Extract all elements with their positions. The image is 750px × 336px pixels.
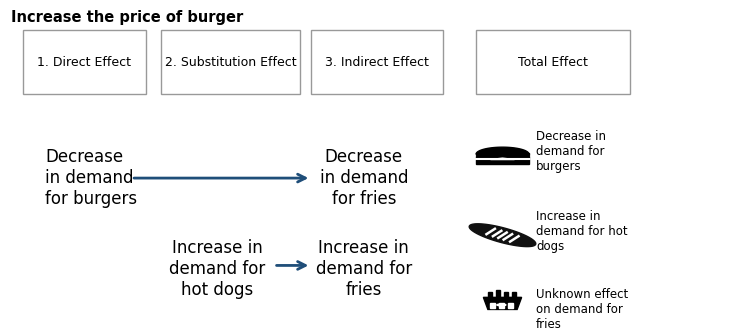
Text: Increase the price of burger: Increase the price of burger bbox=[11, 10, 244, 25]
Polygon shape bbox=[470, 224, 536, 247]
Bar bbox=[161, 30, 300, 94]
Bar bbox=[476, 153, 529, 155]
Ellipse shape bbox=[497, 304, 506, 306]
Polygon shape bbox=[478, 227, 526, 243]
Bar bbox=[476, 156, 529, 159]
Text: Increase in
demand for hot
dogs: Increase in demand for hot dogs bbox=[536, 210, 628, 253]
Polygon shape bbox=[484, 297, 522, 309]
Bar bbox=[476, 159, 529, 164]
Bar bbox=[490, 303, 495, 308]
Text: Total Effect: Total Effect bbox=[518, 56, 588, 69]
Bar bbox=[476, 30, 630, 94]
Text: 1. Direct Effect: 1. Direct Effect bbox=[38, 56, 131, 69]
Polygon shape bbox=[490, 158, 514, 160]
Text: Increase in
demand for
fries: Increase in demand for fries bbox=[316, 239, 412, 299]
Text: 2. Substitution Effect: 2. Substitution Effect bbox=[165, 56, 296, 69]
Bar bbox=[504, 292, 509, 297]
Polygon shape bbox=[476, 147, 529, 154]
Bar bbox=[22, 30, 146, 94]
Bar bbox=[512, 292, 516, 297]
Bar bbox=[496, 290, 500, 297]
Text: Unknown effect
on demand for
fries: Unknown effect on demand for fries bbox=[536, 288, 628, 331]
Text: Decrease in
demand for
burgers: Decrease in demand for burgers bbox=[536, 130, 606, 173]
Text: Decrease
in demand
for burgers: Decrease in demand for burgers bbox=[45, 148, 137, 208]
Bar bbox=[311, 30, 442, 94]
Bar bbox=[508, 303, 513, 308]
Text: Increase in
demand for
hot dogs: Increase in demand for hot dogs bbox=[170, 239, 266, 299]
Bar bbox=[488, 292, 493, 297]
Bar bbox=[499, 303, 504, 308]
Text: Decrease
in demand
for fries: Decrease in demand for fries bbox=[320, 148, 408, 208]
Text: 3. Indirect Effect: 3. Indirect Effect bbox=[325, 56, 429, 69]
